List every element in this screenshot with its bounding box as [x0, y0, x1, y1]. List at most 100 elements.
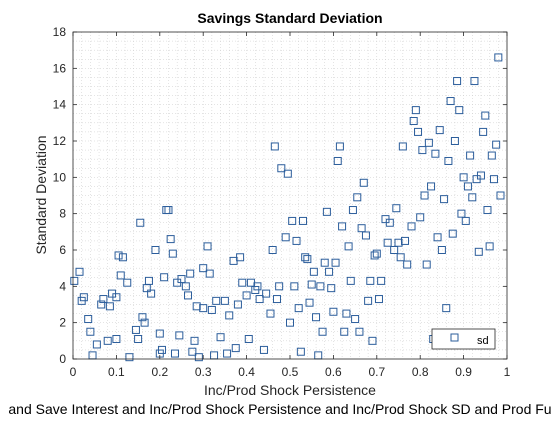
- data-point: [277, 164, 286, 173]
- data-point: [231, 344, 240, 353]
- data-point: [294, 304, 303, 313]
- data-point: [281, 233, 290, 242]
- data-point: [398, 142, 407, 151]
- footer-caption: and Save Interest and Inc/Prod Shock Per…: [8, 401, 551, 417]
- data-point: [416, 213, 425, 222]
- data-point: [355, 327, 364, 336]
- data-point: [286, 318, 294, 327]
- data-point: [383, 238, 392, 247]
- data-point: [79, 293, 88, 302]
- data-point: [468, 193, 477, 202]
- data-point: [346, 276, 355, 285]
- data-point: [318, 327, 327, 336]
- x-tick-label: 0.9: [455, 365, 472, 379]
- data-point: [476, 171, 485, 180]
- data-point: [492, 140, 501, 149]
- data-point: [340, 327, 349, 336]
- data-point: [309, 267, 318, 276]
- x-tick-label: 1: [504, 365, 511, 379]
- data-point: [144, 276, 153, 285]
- data-point: [168, 249, 177, 258]
- data-point: [437, 246, 446, 254]
- data-point: [199, 304, 208, 313]
- data-point: [325, 267, 334, 276]
- chart-title: Savings Standard Deviation: [197, 10, 382, 26]
- data-point: [442, 304, 451, 313]
- data-point: [255, 295, 264, 304]
- data-point: [338, 222, 347, 231]
- y-tick-label: 14: [53, 98, 67, 112]
- data-point: [348, 206, 357, 215]
- data-point: [292, 236, 301, 245]
- data-point: [160, 273, 169, 282]
- data-point: [164, 206, 173, 215]
- data-point: [288, 216, 297, 225]
- data-point: [374, 295, 383, 304]
- data-point: [301, 253, 310, 262]
- data-point: [359, 178, 368, 187]
- data-point: [364, 296, 373, 305]
- legend-box: [431, 328, 496, 350]
- data-point: [368, 336, 377, 345]
- data-point: [212, 296, 221, 305]
- data-point: [105, 302, 114, 311]
- y-tick-label: 16: [53, 61, 67, 75]
- data-point: [331, 258, 340, 267]
- data-point: [86, 327, 95, 336]
- data-point: [407, 222, 416, 231]
- data-point: [266, 309, 275, 318]
- data-point: [316, 282, 325, 291]
- x-tick-label: 0.2: [151, 365, 168, 379]
- data-point: [411, 106, 420, 115]
- y-tick-label: 6: [59, 243, 66, 257]
- data-point: [116, 271, 125, 280]
- data-point: [385, 218, 394, 227]
- x-axis-ticks: 0 0.1 0.2 0.3 0.4 0.5 0.6 0.7 0.8 0.9 1: [70, 32, 511, 379]
- data-point: [474, 247, 483, 256]
- data-point: [303, 255, 312, 264]
- data-point: [466, 151, 475, 160]
- data-point: [459, 173, 468, 182]
- data-point: [485, 242, 494, 251]
- data-point: [272, 295, 281, 304]
- data-point: [223, 349, 232, 358]
- data-point: [262, 289, 271, 298]
- data-point: [457, 209, 466, 218]
- data-point: [424, 138, 433, 147]
- data-point: [199, 264, 208, 273]
- data-point: [351, 315, 360, 324]
- data-point: [414, 127, 423, 136]
- data-point: [377, 276, 386, 285]
- data-point: [431, 149, 440, 158]
- data-point: [157, 345, 166, 354]
- x-tick-label: 0.1: [108, 365, 125, 379]
- data-point: [244, 335, 253, 344]
- data-point: [372, 249, 381, 258]
- data-point: [392, 204, 401, 213]
- data-point: [435, 126, 444, 135]
- data-point: [390, 246, 399, 254]
- data-point: [312, 313, 321, 322]
- data-point: [70, 276, 79, 285]
- y-tick-label: 18: [53, 25, 67, 39]
- data-point: [166, 235, 175, 244]
- data-point: [401, 236, 410, 245]
- data-point: [299, 216, 308, 225]
- x-tick-label: 0.6: [325, 365, 342, 379]
- data-point: [440, 195, 449, 204]
- legend-marker: [450, 333, 459, 342]
- grid: [73, 32, 507, 359]
- data-point: [103, 336, 112, 345]
- data-point: [177, 275, 186, 284]
- data-point: [427, 182, 436, 191]
- data-point: [342, 309, 351, 318]
- data-point: [238, 278, 247, 287]
- data-point: [329, 307, 338, 316]
- data-point: [220, 296, 229, 305]
- data-point: [483, 206, 492, 215]
- data-point: [353, 193, 362, 202]
- data-point: [147, 289, 156, 298]
- data-point: [155, 329, 164, 338]
